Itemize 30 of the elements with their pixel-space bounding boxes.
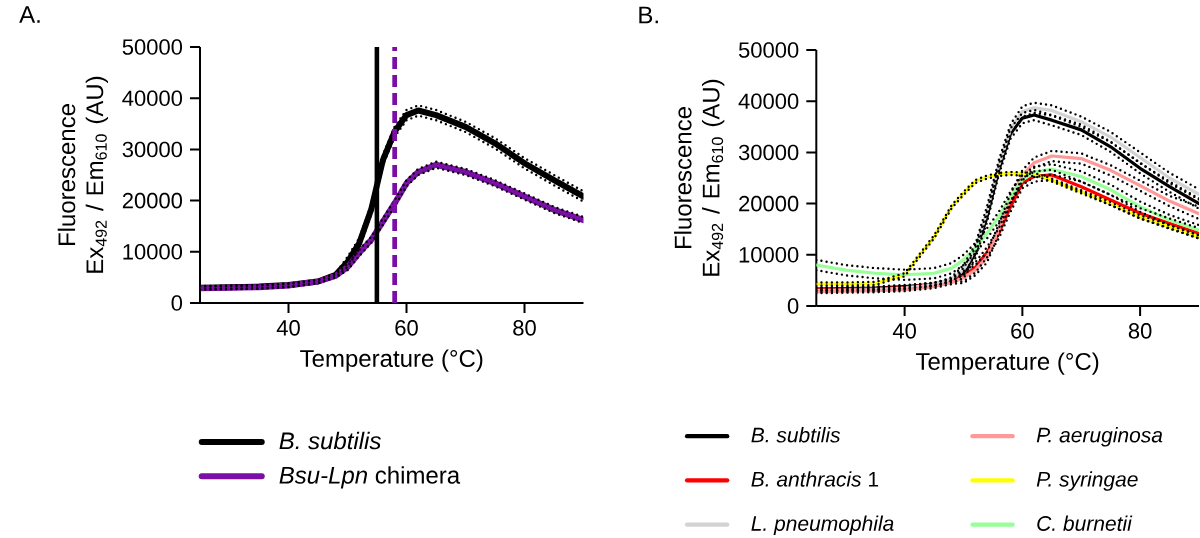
chart-title: B. xyxy=(639,6,658,24)
legend-label: P. syringae xyxy=(1036,471,1138,491)
y-tick-label: 10000 xyxy=(739,247,799,263)
legend-label: B. subtilis xyxy=(751,427,841,443)
x-tick-label: 80 xyxy=(1128,323,1152,339)
y-tick-label: 50000 xyxy=(122,39,183,55)
y-tick-label: 0 xyxy=(787,298,799,314)
y-tick-label: 40000 xyxy=(738,93,799,109)
y-tick-label: 50000 xyxy=(738,42,799,58)
x-axis-title: Temperature (°C) xyxy=(300,349,483,372)
x-tick-label: 60 xyxy=(395,320,418,336)
y-tick-label: 30000 xyxy=(738,144,799,161)
y-tick-label: 20000 xyxy=(122,192,183,209)
legend-label: B. subtilis xyxy=(279,431,381,450)
x-tick-label: 40 xyxy=(892,323,916,339)
x-axis-title: Temperature (°C) xyxy=(916,352,1099,375)
legend-label: P. aeruginosa xyxy=(1036,427,1163,447)
y-tick-label: 40000 xyxy=(122,90,183,106)
x-tick-label: 80 xyxy=(513,320,536,336)
chart-title: A. xyxy=(19,6,40,23)
y-tick-label: 0 xyxy=(171,295,183,311)
legend-label: C. burnetii xyxy=(1037,515,1133,531)
y-tick-label: 10000 xyxy=(123,244,183,260)
x-tick-label: 40 xyxy=(276,320,300,336)
y-tick-label: 30000 xyxy=(122,141,183,158)
x-tick-label: 60 xyxy=(1011,323,1034,339)
legend-label: L. pneumophila xyxy=(751,515,894,536)
legend-label: B. anthracis 1 xyxy=(751,471,879,487)
y-tick-label: 20000 xyxy=(739,195,799,212)
legend-label: Bsu-Lpn chimera xyxy=(279,466,461,489)
